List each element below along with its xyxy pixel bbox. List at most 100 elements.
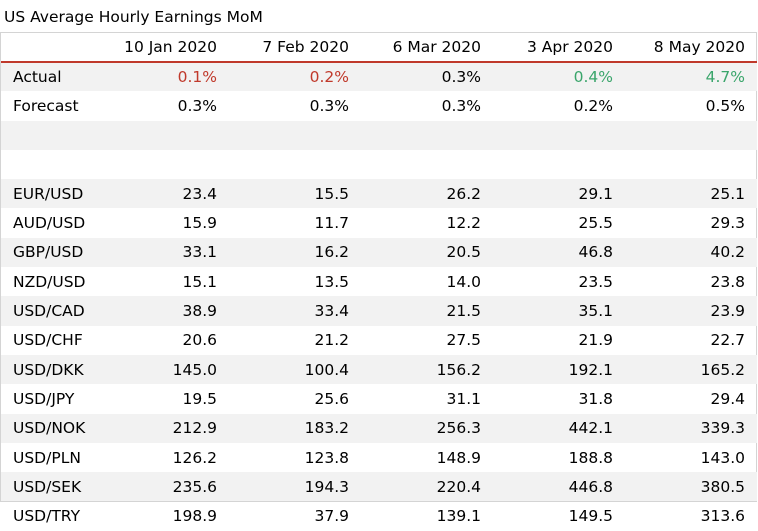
value-cell: 442.1 xyxy=(493,413,625,443)
value-cell xyxy=(229,150,361,179)
value-cell: 25.6 xyxy=(314,389,349,408)
value-cell: 339.3 xyxy=(625,413,757,443)
row-label: EUR/USD xyxy=(1,179,91,209)
value-cell: 145.0 xyxy=(91,354,229,385)
table-row: USD/CHF 20.6 21.2 27.5 21.9 22.7 xyxy=(1,326,757,355)
table-row: AUD/USD 15.9 11.7 12.2 25.5 29.3 xyxy=(1,208,757,237)
value-cell: 33.1 xyxy=(91,237,229,268)
value-cell: 0.2% xyxy=(573,96,613,115)
value-cell: 148.9 xyxy=(436,448,481,467)
value-cell: 29.4 xyxy=(710,389,745,408)
row-label: USD/NOK xyxy=(1,413,91,443)
value-cell xyxy=(493,120,625,150)
value-cell: 40.2 xyxy=(625,237,757,268)
column-header: 3 Apr 2020 xyxy=(493,33,625,63)
value-cell: 0.5% xyxy=(705,96,745,115)
value-cell: 46.8 xyxy=(493,237,625,268)
value-cell: 139.1 xyxy=(436,507,481,526)
value-cell: 0.4% xyxy=(493,62,625,92)
table-row: USD/SEK 235.6 194.3 220.4 446.8 380.5 xyxy=(1,472,757,502)
row-label xyxy=(1,150,91,179)
value-cell: 14.0 xyxy=(446,272,481,291)
value-cell: 446.8 xyxy=(493,472,625,502)
column-header: 8 May 2020 xyxy=(625,33,757,63)
row-label: NZD/USD xyxy=(13,272,86,291)
value-cell: 380.5 xyxy=(625,472,757,502)
value-cell xyxy=(91,120,229,150)
row-label: USD/DKK xyxy=(1,354,91,385)
value-cell: 21.2 xyxy=(314,331,349,350)
table-row xyxy=(1,120,757,150)
value-cell: 183.2 xyxy=(229,413,361,443)
value-cell: 20.6 xyxy=(182,331,217,350)
header-label-cell xyxy=(1,33,91,63)
value-cell: 198.9 xyxy=(172,507,217,526)
value-cell: 143.0 xyxy=(700,448,745,467)
value-cell: 0.3% xyxy=(177,96,217,115)
value-cell: 4.7% xyxy=(625,62,757,92)
column-header: 6 Mar 2020 xyxy=(361,33,493,63)
value-cell: 29.1 xyxy=(493,179,625,209)
row-label: USD/JPY xyxy=(13,389,75,408)
table-row: Forecast 0.3% 0.3% 0.3% 0.2% 0.5% xyxy=(1,91,757,120)
row-label: Forecast xyxy=(13,96,79,115)
value-cell: 149.5 xyxy=(568,507,613,526)
value-cell: 29.3 xyxy=(710,214,745,233)
table-row xyxy=(1,150,757,179)
value-cell: 23.5 xyxy=(578,272,613,291)
value-cell: 212.9 xyxy=(91,413,229,443)
table-row: EUR/USD 23.4 15.5 26.2 29.1 25.1 xyxy=(1,179,757,209)
value-cell xyxy=(625,150,757,179)
value-cell: 19.5 xyxy=(182,389,217,408)
value-cell: 192.1 xyxy=(493,354,625,385)
value-cell: 313.6 xyxy=(700,507,745,526)
table-row: GBP/USD 33.1 16.2 20.5 46.8 40.2 xyxy=(1,237,757,268)
column-header: 10 Jan 2020 xyxy=(91,33,229,63)
value-cell: 31.1 xyxy=(446,389,481,408)
value-cell: 22.7 xyxy=(710,331,745,350)
value-cell: 165.2 xyxy=(625,354,757,385)
value-cell: 37.9 xyxy=(314,507,349,526)
value-cell: 0.1% xyxy=(91,62,229,92)
value-cell: 194.3 xyxy=(229,472,361,502)
table-row: USD/DKK 145.0 100.4 156.2 192.1 165.2 xyxy=(1,354,757,385)
value-cell xyxy=(361,120,493,150)
value-cell: 33.4 xyxy=(229,296,361,326)
row-label: GBP/USD xyxy=(1,237,91,268)
value-cell: 0.3% xyxy=(441,96,481,115)
value-cell: 16.2 xyxy=(229,237,361,268)
table-row: USD/CAD 38.9 33.4 21.5 35.1 23.9 xyxy=(1,296,757,326)
value-cell: 235.6 xyxy=(91,472,229,502)
value-cell: 100.4 xyxy=(229,354,361,385)
value-cell: 220.4 xyxy=(361,472,493,502)
value-cell: 13.5 xyxy=(314,272,349,291)
table-row: Actual 0.1% 0.2% 0.3% 0.4% 4.7% xyxy=(1,62,757,92)
row-label: Actual xyxy=(1,62,91,92)
value-cell: 123.8 xyxy=(304,448,349,467)
value-cell: 25.5 xyxy=(578,214,613,233)
earnings-table: 10 Jan 2020 7 Feb 2020 6 Mar 2020 3 Apr … xyxy=(1,33,757,531)
value-cell: 26.2 xyxy=(361,179,493,209)
value-cell: 0.3% xyxy=(309,96,349,115)
value-cell xyxy=(229,120,361,150)
value-cell xyxy=(493,150,625,179)
row-label: USD/CHF xyxy=(13,331,83,350)
value-cell: 25.1 xyxy=(625,179,757,209)
value-cell: 23.8 xyxy=(710,272,745,291)
value-cell: 0.2% xyxy=(229,62,361,92)
row-label: USD/SEK xyxy=(1,472,91,502)
value-cell: 35.1 xyxy=(493,296,625,326)
value-cell: 126.2 xyxy=(172,448,217,467)
value-cell: 0.3% xyxy=(361,62,493,92)
table-row: USD/PLN 126.2 123.8 148.9 188.8 143.0 xyxy=(1,443,757,472)
value-cell: 27.5 xyxy=(446,331,481,350)
value-cell xyxy=(91,150,229,179)
value-cell: 15.5 xyxy=(229,179,361,209)
table-title: US Average Hourly Earnings MoM xyxy=(4,8,263,26)
value-cell xyxy=(625,120,757,150)
value-cell: 20.5 xyxy=(361,237,493,268)
table-row: USD/NOK 212.9 183.2 256.3 442.1 339.3 xyxy=(1,413,757,443)
table-row: USD/TRY 198.9 37.9 139.1 149.5 313.6 xyxy=(1,501,757,530)
header-row: 10 Jan 2020 7 Feb 2020 6 Mar 2020 3 Apr … xyxy=(1,33,757,63)
value-cell: 15.1 xyxy=(182,272,217,291)
